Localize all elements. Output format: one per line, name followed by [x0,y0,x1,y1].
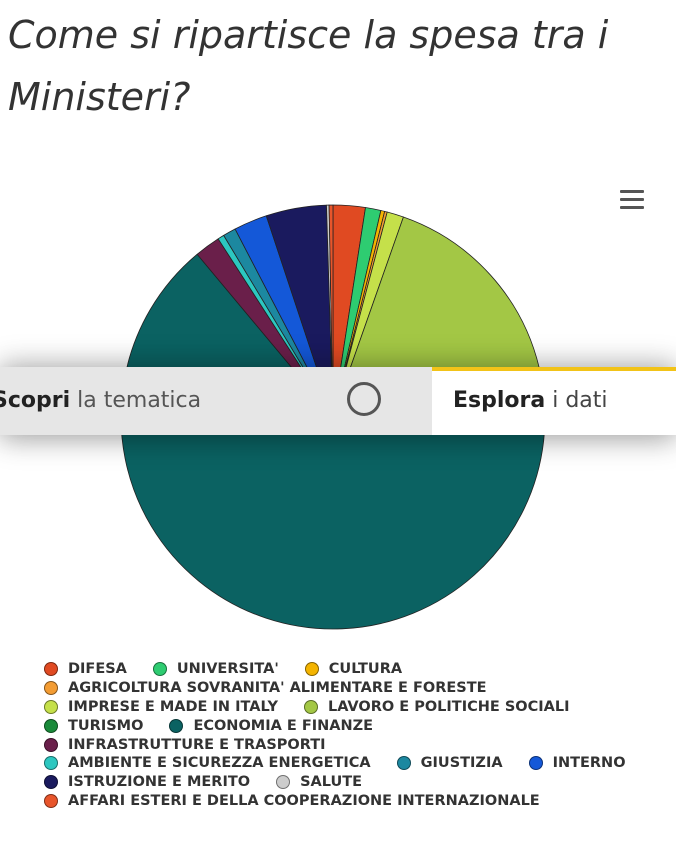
legend-label: INTERNO [552,755,626,772]
legend-swatch-icon [44,775,58,790]
legend-swatch-icon [396,756,411,771]
legend-item[interactable]: SALUTE [276,774,362,790]
page-title: Come si ripartisce la spesa tra i Minist… [8,13,609,119]
legend-item[interactable]: IMPRESE E MADE IN ITALY [44,699,278,715]
legend-label: DIFESA [68,661,127,678]
legend-row: ISTRUZIONE E MERITO SALUTE [44,773,674,792]
circle-toggle-icon[interactable] [347,382,381,416]
legend-label: AFFARI ESTERI E DELLA COOPERAZIONE INTER… [68,792,540,809]
legend-swatch-icon [44,737,58,752]
legend-label: AMBIENTE E SICUREZZA ENERGETICA [68,755,371,772]
legend-label: ISTRUZIONE E MERITO [68,774,251,791]
legend-row: INFRASTRUTTURE E TRASPORTI [44,735,674,754]
legend-swatch-icon [528,756,543,771]
legend-item[interactable]: ISTRUZIONE E MERITO [44,774,250,790]
legend-item[interactable]: AGRICOLTURA SOVRANITA' ALIMENTARE E FORE… [44,680,487,696]
legend-item[interactable]: AMBIENTE E SICUREZZA ENERGETICA [44,755,371,771]
legend-swatch-icon [44,681,58,696]
legend-item[interactable]: AFFARI ESTERI E DELLA COOPERAZIONE INTER… [44,793,540,809]
discover-tab[interactable]: Scopri la tematica [0,367,432,435]
legend-row: AMBIENTE E SICUREZZA ENERGETICA GIUSTIZIA… [44,754,674,773]
legend-label: INFRASTRUTTURE E TRASPORTI [68,736,326,753]
legend-row: TURISMO ECONOMIA E FINANZE [44,716,674,735]
legend-swatch-icon [303,699,318,714]
legend-label: ECONOMIA E FINANZE [193,717,374,734]
legend-swatch-icon [152,662,167,677]
legend-label: AGRICOLTURA SOVRANITA' ALIMENTARE E FORE… [68,680,487,697]
pie-slice-economia-e-finanze[interactable] [120,253,546,630]
legend-swatch-icon [44,756,58,771]
hamburger-menu-icon[interactable] [620,190,644,212]
legend-label: GIUSTIZIA [420,755,503,772]
pie-slice-affari-esteri-e-della-cooperazione-internazionale[interactable] [328,204,334,418]
legend-label: UNIVERSITA' [176,661,279,678]
legend-item[interactable]: UNIVERSITA' [152,661,279,678]
legend-item[interactable]: INTERNO [528,755,626,772]
legend-item[interactable]: GIUSTIZIA [396,755,503,772]
legend-row: DIFESA UNIVERSITA' CULTURA [44,660,674,679]
legend-swatch-icon [276,775,291,790]
legend-swatch-icon [44,662,58,677]
section-nav-bar: Scopri la tematica Esplora i dati [0,367,676,435]
discover-tab-label: Scopri la tematica [0,388,202,413]
legend-item[interactable]: TURISMO [44,718,143,734]
legend-item[interactable]: LAVORO E POLITICHE SOCIALI [303,698,570,715]
legend-swatch-icon [169,718,184,733]
legend-item[interactable]: DIFESA [44,661,127,677]
legend-label: SALUTE [300,774,363,791]
legend-swatch-icon [304,662,319,677]
legend-row: AGRICOLTURA SOVRANITA' ALIMENTARE E FORE… [44,679,674,698]
legend-label: CULTURA [328,661,403,678]
legend-swatch-icon [44,718,58,733]
explore-tab[interactable]: Esplora i dati [432,367,676,435]
legend-item[interactable]: INFRASTRUTTURE E TRASPORTI [44,737,326,753]
legend-swatch-icon [44,793,58,808]
legend-item[interactable]: ECONOMIA E FINANZE [169,718,373,734]
legend-swatch-icon [44,699,58,714]
legend-label: IMPRESE E MADE IN ITALY [68,698,278,715]
legend-label: TURISMO [68,717,144,734]
legend-item[interactable]: CULTURA [304,661,403,678]
chart-legend: DIFESA UNIVERSITA' CULTURA AGRICOLTURA SOVR… [44,660,674,810]
legend-label: LAVORO E POLITICHE SOCIALI [327,698,570,715]
explore-tab-label: Esplora i dati [453,388,608,413]
legend-row: IMPRESE E MADE IN ITALY LAVORO E POLITICH… [44,698,674,717]
legend-row: AFFARI ESTERI E DELLA COOPERAZIONE INTER… [44,792,674,811]
